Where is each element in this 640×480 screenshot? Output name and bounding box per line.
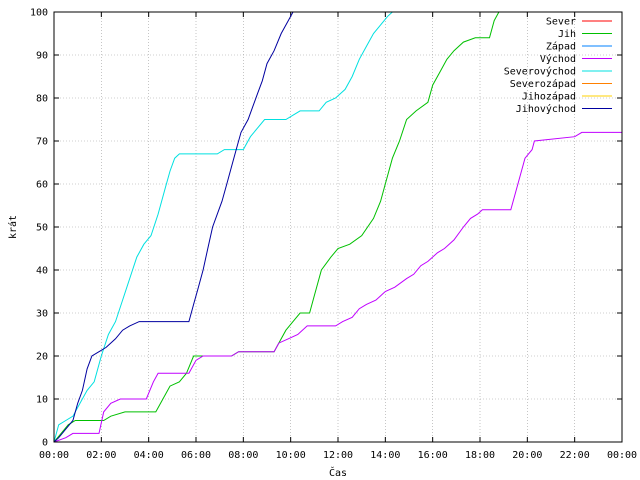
x-tick-label: 06:00 (181, 450, 211, 461)
y-tick-label: 40 (36, 266, 48, 277)
y-tick-label: 80 (36, 94, 48, 105)
y-axis-label: krát (7, 215, 19, 239)
y-tick-label: 50 (36, 223, 48, 234)
x-tick-label: 18:00 (465, 450, 495, 461)
legend-label: Západ (546, 41, 576, 53)
x-tick-label: 12:00 (323, 450, 353, 461)
legend-label: Východ (540, 53, 576, 65)
x-tick-label: 00:00 (39, 450, 69, 461)
x-tick-label: 22:00 (560, 450, 590, 461)
legend: SeverJihZápadVýchodSeverovýchodSeverozáp… (504, 17, 612, 115)
legend-label: Jihozápad (522, 91, 576, 103)
legend-label: Severozápad (510, 78, 576, 90)
x-axis-label: Čas (329, 466, 347, 479)
y-tick-label: 60 (36, 180, 48, 191)
x-tick-label: 04:00 (134, 450, 164, 461)
plot-frame (53, 11, 623, 443)
x-tick-label: 08:00 (228, 450, 258, 461)
legend-label: Sever (546, 17, 576, 28)
legend-label: Severovýchod (504, 66, 576, 78)
axis-ticks: 0 10 20 30 40 50 60 70 80 90 100 00:00 02:00 04:00 06:… (30, 8, 637, 462)
y-tick-label: 0 (42, 438, 48, 449)
y-tick-label: 90 (36, 51, 48, 62)
series-line-jihovychod (53, 11, 294, 443)
y-tick-label: 20 (36, 352, 48, 363)
x-tick-label: 10:00 (276, 450, 306, 461)
y-tick-label: 10 (36, 395, 48, 406)
series-line-vychod (53, 131, 622, 443)
x-tick-label: 20:00 (512, 450, 542, 461)
legend-label: Jihovýchod (516, 103, 576, 115)
x-tick-label: 14:00 (370, 450, 400, 461)
series-line-jih (53, 11, 500, 443)
x-tick-label: 16:00 (418, 450, 448, 461)
legend-label: Jih (558, 29, 576, 40)
series-line-severovychod (53, 11, 393, 443)
y-tick-label: 100 (30, 8, 48, 19)
y-tick-label: 70 (36, 137, 48, 148)
series-lines (53, 11, 622, 443)
x-tick-label: 00:00 (607, 450, 637, 461)
y-tick-label: 30 (36, 309, 48, 320)
x-tick-label: 02:00 (86, 450, 116, 461)
